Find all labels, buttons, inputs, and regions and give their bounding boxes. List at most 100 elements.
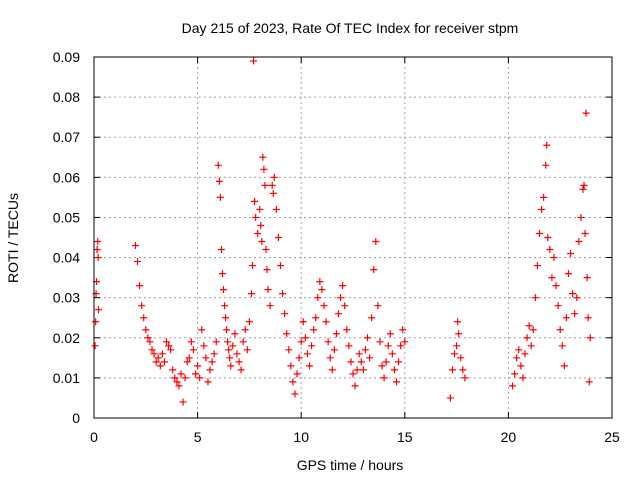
data-point [533, 262, 541, 270]
data-point [544, 234, 552, 241]
data-point [212, 338, 220, 346]
data-point [343, 326, 351, 334]
data-point [312, 314, 320, 322]
x-tick-label: 20 [501, 429, 517, 445]
data-point [586, 334, 594, 342]
data-point [357, 358, 365, 366]
data-point [310, 326, 318, 334]
data-point [142, 326, 150, 334]
data-points [91, 57, 594, 406]
data-point [339, 282, 347, 290]
data-point [519, 374, 527, 382]
data-point [183, 358, 191, 366]
data-point [349, 370, 357, 378]
data-point [579, 185, 587, 193]
data-point [251, 197, 259, 205]
data-point [334, 310, 342, 318]
data-point [269, 189, 277, 197]
data-point [295, 354, 303, 362]
data-point [217, 246, 225, 254]
data-point [92, 318, 100, 326]
data-point [214, 161, 222, 169]
data-point [154, 354, 162, 362]
data-point [156, 362, 164, 370]
data-point [380, 374, 388, 382]
data-point [245, 318, 253, 326]
data-point [243, 346, 251, 354]
data-point [299, 318, 307, 326]
data-point [372, 238, 380, 246]
data-point [584, 314, 592, 322]
data-point [233, 350, 241, 358]
data-point [173, 378, 181, 386]
data-point [320, 302, 328, 310]
data-point [548, 274, 556, 282]
data-point [366, 354, 374, 362]
data-point [401, 338, 409, 346]
data-point [397, 342, 405, 350]
plot-frame [93, 56, 613, 419]
data-point [376, 338, 384, 346]
data-point [525, 322, 533, 330]
data-point [171, 374, 179, 382]
chart-title: Day 215 of 2023, Rate Of TEC Index for r… [182, 20, 519, 36]
data-point [569, 290, 577, 298]
data-point [208, 358, 216, 366]
data-point [249, 262, 257, 270]
data-point [326, 354, 334, 362]
data-point [256, 205, 264, 213]
x-tick-label: 25 [604, 429, 620, 445]
data-point [556, 326, 564, 334]
data-point [263, 266, 271, 274]
data-point [287, 362, 295, 370]
axis-ticks: 0 5 10 15 20 25 0 0.01 0.02 0.03 0.04 0.05 0.06 0.07 0… [53, 49, 620, 445]
data-point [241, 326, 249, 334]
data-point [359, 366, 367, 374]
data-point [272, 205, 280, 213]
data-point [543, 141, 551, 149]
data-point [515, 346, 523, 354]
data-point [264, 286, 272, 294]
data-point [189, 346, 197, 354]
data-point [254, 229, 262, 237]
x-axis-label: GPS time / hours [297, 457, 404, 473]
data-point [229, 342, 237, 350]
data-point [332, 330, 340, 338]
x-tick-label: 15 [397, 429, 413, 445]
data-point [322, 318, 330, 326]
data-point [305, 362, 313, 370]
data-point [461, 374, 469, 382]
data-point [531, 294, 539, 302]
data-point [196, 374, 204, 382]
data-point [552, 282, 560, 290]
data-point [453, 342, 461, 350]
data-point [318, 286, 326, 294]
y-tick-label: 0.04 [53, 250, 80, 266]
data-point [177, 370, 185, 378]
data-point [560, 362, 568, 370]
data-point [368, 314, 376, 322]
y-tick-label: 0.08 [53, 89, 80, 105]
data-point [361, 346, 369, 354]
data-point [276, 262, 284, 270]
data-point [227, 362, 235, 370]
data-point [388, 350, 396, 358]
data-point [540, 193, 548, 201]
data-point [260, 165, 268, 173]
data-point [167, 346, 175, 354]
data-point [459, 366, 467, 374]
data-point [314, 294, 322, 302]
data-point [546, 246, 554, 254]
y-tick-label: 0 [72, 410, 80, 426]
data-point [558, 342, 566, 350]
data-point [95, 306, 103, 314]
data-point [270, 173, 278, 181]
data-point [231, 330, 239, 338]
data-point [577, 213, 585, 221]
data-point [279, 290, 287, 298]
data-point [283, 330, 291, 338]
data-point [513, 354, 521, 362]
data-point [134, 258, 142, 266]
data-point [187, 338, 195, 346]
